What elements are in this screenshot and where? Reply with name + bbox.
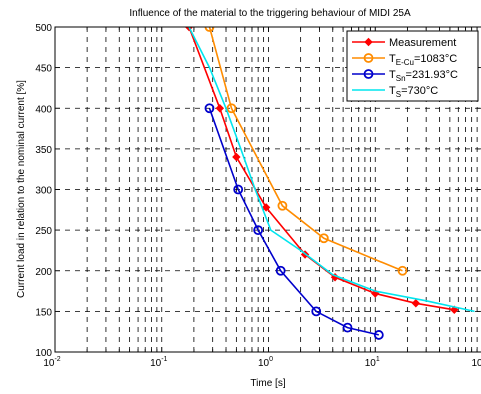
- chart-title: Influence of the material to the trigger…: [129, 8, 411, 19]
- legend-label: TS=730°C: [389, 85, 438, 99]
- x-tick-label: 101: [365, 356, 380, 369]
- data-point: [215, 104, 225, 113]
- y-tick-label: 500: [35, 23, 52, 34]
- legend-marker: [364, 37, 373, 47]
- data-point: [204, 103, 215, 114]
- series-3: [188, 27, 475, 313]
- data-point: [253, 225, 264, 236]
- series-line: [208, 108, 379, 336]
- x-axis-label: Time [s]: [250, 378, 285, 389]
- legend-label: TE-Cu=1083°C: [389, 53, 457, 67]
- series-1: [204, 27, 408, 276]
- y-axis-label: Current load in relation to the nominal …: [16, 80, 27, 298]
- x-tick-label: 102: [471, 356, 481, 369]
- y-tick-label: 200: [35, 267, 52, 278]
- legend-marker: [363, 69, 374, 79]
- y-tick-label: 150: [35, 307, 52, 318]
- y-tick-label: 300: [35, 186, 52, 197]
- series-line: [188, 27, 475, 313]
- series-2: [204, 103, 384, 340]
- grid: [55, 27, 481, 352]
- y-tick-label: 250: [35, 226, 52, 237]
- series-line: [208, 27, 403, 272]
- y-tick-label: 350: [35, 145, 52, 156]
- series-layer: [184, 27, 475, 340]
- data-point: [277, 200, 288, 211]
- legend-marker: [363, 53, 374, 63]
- data-point: [373, 330, 384, 340]
- y-tick-label: 450: [35, 64, 52, 75]
- legend-label: TSn=231.93°C: [389, 69, 458, 83]
- data-point: [232, 152, 241, 162]
- x-tick-label: 100: [258, 356, 273, 369]
- tick-labels: 10-2 10-1 100 101 102 100 150 200 250 300 350 400 45…: [35, 23, 481, 369]
- data-point: [397, 265, 408, 276]
- data-point: [450, 305, 459, 314]
- x-tick-label: 10-1: [150, 356, 167, 369]
- legend: Measurement TE-Cu=1083°C TSn=231.93°C TS=73…: [346, 30, 479, 102]
- plot-frame: [54, 26, 481, 353]
- y-tick-label: 400: [35, 104, 52, 115]
- y-tick-label: 100: [35, 348, 52, 359]
- x-tick-label: 10-2: [43, 356, 60, 369]
- data-point: [226, 103, 237, 114]
- data-point: [311, 306, 322, 317]
- data-point: [342, 322, 353, 333]
- data-point: [204, 27, 215, 32]
- data-point: [233, 184, 244, 195]
- data-point: [261, 203, 271, 212]
- legend-label: Measurement: [389, 37, 456, 49]
- data-point: [411, 299, 421, 308]
- data-point: [318, 233, 329, 244]
- data-point: [275, 265, 286, 276]
